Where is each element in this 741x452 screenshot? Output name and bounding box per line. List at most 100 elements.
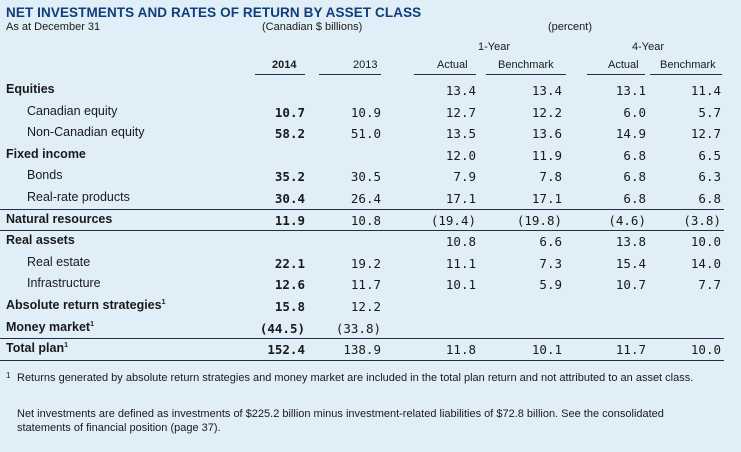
row-label: Real assets (6, 233, 75, 248)
definition-note: Net investments are defined as investmen… (17, 408, 664, 434)
cell-4y-benchmark: 14.0 (690, 255, 721, 271)
header-rule-4y-actual (587, 74, 645, 75)
cell-4y-actual: 15.4 (615, 255, 646, 271)
cell-4y-actual: (4.6) (608, 212, 646, 228)
header-rule-2014 (255, 74, 305, 75)
cell-2013: 10.9 (350, 104, 381, 120)
header-rule-2013 (319, 74, 381, 75)
cell-1y-actual: 13.5 (445, 126, 476, 142)
cell-1y-actual: (19.4) (430, 212, 476, 228)
row-label: Real-rate products (27, 190, 130, 204)
cell-2014: 58.2 (274, 126, 305, 142)
row-divider (0, 230, 724, 232)
footnote-ref: 1 (90, 320, 94, 328)
cell-1y-actual: 10.1 (445, 277, 476, 293)
row-label: Fixed income (6, 146, 86, 161)
cell-4y-actual: 6.8 (623, 169, 646, 185)
column-header-1y-actual: Actual (437, 59, 468, 71)
cell-4y-benchmark: 11.4 (690, 83, 721, 98)
cell-1y-benchmark: 13.6 (531, 126, 562, 142)
cell-1y-benchmark: (19.8) (516, 212, 562, 228)
row-label: Real estate (27, 254, 91, 269)
cell-2014: 10.7 (274, 104, 305, 120)
header-rule-4y-benchmark (650, 74, 722, 75)
footnote-text: Returns generated by absolute return str… (17, 372, 694, 384)
row-label: Total plan1 (6, 341, 69, 356)
cell-1y-actual: 11.1 (445, 255, 476, 271)
cell-1y-benchmark: 12.2 (531, 104, 562, 120)
row-label: Non-Canadian equity (27, 125, 145, 140)
cell-1y-benchmark: 6.6 (539, 234, 562, 250)
cell-2014: (44.5) (259, 320, 305, 336)
cell-2013: 10.8 (350, 212, 381, 228)
cell-1y-actual: 13.4 (445, 83, 476, 98)
cell-1y-benchmark: 7.3 (539, 255, 562, 271)
row-label: Money market1 (6, 319, 94, 334)
cell-1y-actual: 10.8 (445, 234, 476, 250)
row-label: Natural resources (6, 211, 113, 226)
cell-4y-benchmark: 10.0 (690, 234, 721, 250)
row-divider (0, 338, 724, 340)
table-title: NET INVESTMENTS AND RATES OF RETURN BY A… (6, 5, 422, 20)
cell-2014: 12.6 (274, 277, 305, 293)
cell-1y-benchmark: 11.9 (531, 147, 562, 163)
cell-1y-benchmark: 10.1 (531, 342, 562, 358)
row-label: Infrastructure (27, 276, 101, 291)
cell-4y-actual: 6.0 (623, 104, 646, 120)
footnote-ref: 1 (64, 342, 69, 350)
cell-4y-actual: 13.1 (615, 83, 646, 98)
cell-4y-benchmark: 7.7 (698, 277, 721, 293)
cell-4y-benchmark: 6.8 (698, 191, 721, 206)
cell-4y-actual: 11.7 (615, 342, 646, 358)
units-left-label: (Canadian $ billions) (262, 21, 363, 33)
row-label: Canadian equity (27, 103, 118, 118)
cell-1y-actual: 11.8 (445, 342, 476, 358)
cell-2013: 19.2 (350, 255, 381, 271)
cell-1y-actual: 12.0 (445, 147, 476, 163)
cell-4y-actual: 6.8 (623, 191, 646, 206)
cell-4y-actual: 14.9 (615, 126, 646, 142)
column-header-2014: 2014 (272, 59, 297, 71)
cell-1y-benchmark: 17.1 (531, 191, 562, 206)
period-1-label: 1-Year (478, 41, 511, 53)
column-header-4y-benchmark: Benchmark (660, 59, 716, 71)
cell-2014: 152.4 (267, 342, 305, 358)
cell-4y-actual: 6.8 (623, 147, 646, 163)
cell-2014: 11.9 (274, 212, 305, 228)
header-rule-1y-benchmark (486, 74, 566, 75)
cell-2014: 22.1 (274, 255, 305, 271)
footnote-ref: 1 (161, 299, 166, 306)
column-header-4y-actual: Actual (608, 59, 639, 71)
cell-2014: 30.4 (274, 191, 305, 206)
row-label: Bonds (27, 168, 63, 183)
units-right-label: (percent) (548, 21, 593, 33)
column-header-1y-benchmark: Benchmark (498, 59, 554, 71)
cell-2013: 26.4 (350, 191, 381, 206)
cell-2013: 51.0 (350, 126, 381, 142)
cell-1y-actual: 17.1 (445, 191, 476, 206)
cell-1y-benchmark: 5.9 (539, 277, 562, 293)
cell-4y-benchmark: (3.8) (683, 212, 721, 228)
cell-4y-benchmark: 6.3 (698, 169, 721, 185)
cell-4y-benchmark: 6.5 (698, 147, 721, 163)
footnote-marker: 1 (6, 371, 11, 380)
row-label: Absolute return strategies1 (6, 298, 166, 312)
cell-1y-benchmark: 7.8 (539, 169, 562, 185)
as-at-label: As at December 31 (6, 21, 101, 33)
header-rule-1y-actual (414, 74, 476, 75)
cell-2013: 11.7 (350, 277, 381, 293)
cell-2014: 15.8 (274, 299, 305, 314)
column-header-2013: 2013 (353, 59, 378, 71)
cell-2013: 30.5 (350, 169, 381, 185)
cell-4y-actual: 10.7 (615, 277, 646, 293)
cell-1y-actual: 12.7 (445, 104, 476, 120)
period-2-label: 4-Year (632, 41, 665, 53)
row-divider (0, 208, 724, 210)
cell-4y-benchmark: 12.7 (690, 126, 721, 142)
row-label: Equities (6, 82, 55, 96)
cell-2013: 12.2 (350, 299, 381, 314)
cell-1y-benchmark: 13.4 (531, 83, 562, 98)
table-bottom-rule (0, 359, 724, 361)
cell-2013: 138.9 (343, 342, 381, 358)
cell-4y-actual: 13.8 (615, 234, 646, 250)
